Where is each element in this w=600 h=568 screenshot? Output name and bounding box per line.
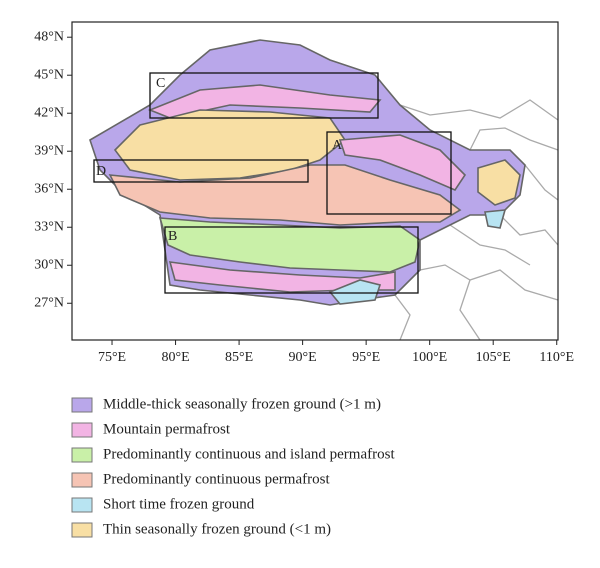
- legend-label: Short time frozen ground: [103, 496, 255, 512]
- y-tick-label: 30°N: [34, 257, 64, 272]
- legend-swatch: [71, 522, 93, 538]
- y-tick-label: 48°N: [34, 29, 64, 44]
- x-tick-label: 85°E: [225, 350, 253, 365]
- region-label: D: [96, 164, 106, 179]
- frozen-ground-units: [89, 39, 526, 306]
- region-box: [326, 131, 452, 215]
- legend-label: Predominantly continuous and island perm…: [103, 446, 395, 462]
- x-tick-label: 90°E: [289, 350, 317, 365]
- y-tick-label: 45°N: [34, 67, 64, 82]
- legend-label: Predominantly continuous permafrost: [103, 471, 330, 487]
- x-tick-label: 95°E: [352, 350, 380, 365]
- region-label: A: [332, 138, 343, 153]
- legend-label: Thin seasonally frozen ground (<1 m): [103, 521, 331, 537]
- x-tick-label: 80°E: [161, 350, 189, 365]
- legend-swatch: [71, 447, 93, 463]
- y-tick-label: 36°N: [34, 181, 64, 196]
- x-tick-label: 105°E: [476, 350, 511, 365]
- legend-swatch: [71, 422, 93, 438]
- x-tick-label: 100°E: [412, 350, 447, 365]
- x-tick-label: 110°E: [539, 350, 574, 365]
- region-label: C: [156, 76, 165, 91]
- region-label: B: [168, 229, 177, 244]
- legend-label: Mountain permafrost: [103, 421, 231, 437]
- legend-swatch: [71, 497, 93, 513]
- region-box: [164, 226, 419, 294]
- map-frame: [71, 21, 559, 341]
- y-tick-label: 27°N: [34, 295, 64, 310]
- region-box: [93, 159, 309, 183]
- y-tick-label: 39°N: [34, 143, 64, 158]
- y-tick-label: 42°N: [34, 105, 64, 120]
- legend-swatch: [71, 397, 93, 413]
- region-boxes: A B C D: [93, 72, 452, 294]
- province-borders: [394, 99, 559, 341]
- legend-label: Middle-thick seasonally frozen ground (>…: [103, 396, 381, 412]
- region-box: [149, 72, 379, 119]
- y-tick-label: 33°N: [34, 219, 64, 234]
- x-tick-label: 75°E: [98, 350, 126, 365]
- legend-swatch: [71, 472, 93, 488]
